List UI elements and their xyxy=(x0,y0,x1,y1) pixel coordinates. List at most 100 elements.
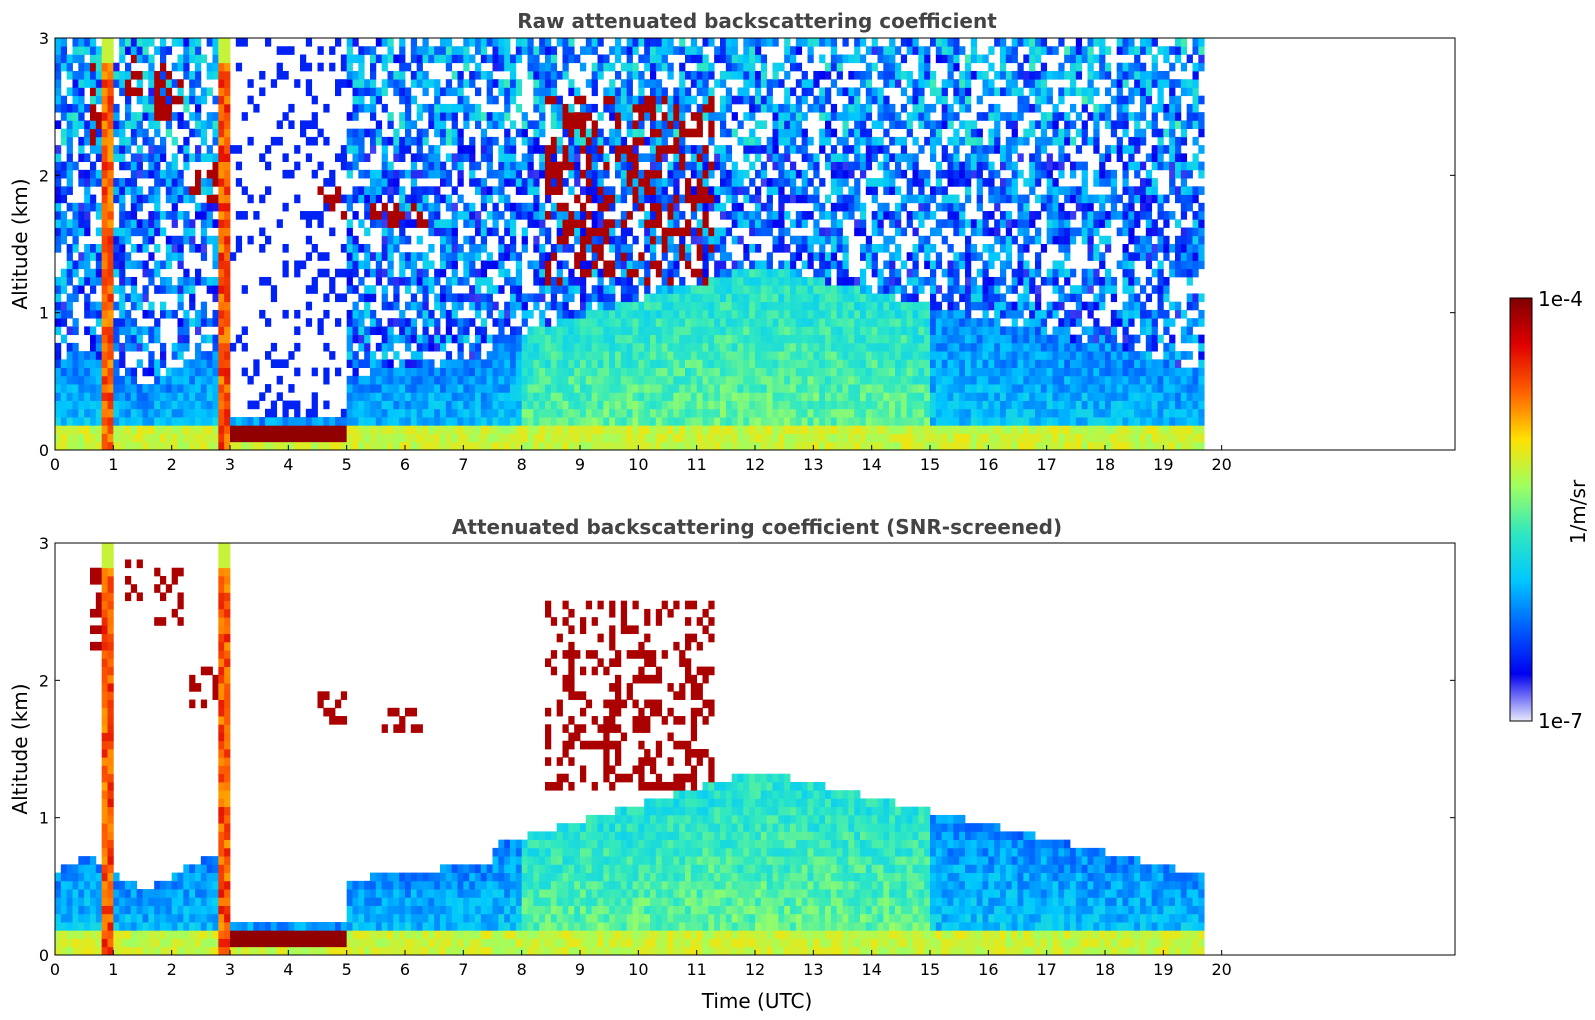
heatmap-cell xyxy=(650,95,657,105)
heatmap-cell xyxy=(667,342,674,352)
heatmap-cell xyxy=(685,87,692,97)
heatmap-cell xyxy=(690,392,698,401)
heatmap-cell xyxy=(451,375,458,385)
heatmap-cell xyxy=(463,276,470,286)
heatmap-cell xyxy=(148,112,155,121)
heatmap-cell xyxy=(154,161,161,171)
heatmap-cell xyxy=(119,392,126,401)
heatmap-cell xyxy=(644,79,651,88)
heatmap-cell xyxy=(609,268,616,278)
heatmap-cell xyxy=(515,417,523,426)
heatmap-cell xyxy=(84,219,91,228)
heatmap-cell xyxy=(760,309,768,319)
heatmap-cell xyxy=(119,153,126,162)
heatmap-cell xyxy=(685,219,692,228)
heatmap-cell xyxy=(475,46,482,55)
heatmap-cell xyxy=(632,202,639,212)
heatmap-cell xyxy=(655,400,663,410)
heatmap-cell xyxy=(405,120,412,130)
heatmap-cell xyxy=(515,285,523,294)
heatmap-cell xyxy=(125,235,132,245)
heatmap-cell xyxy=(842,252,849,261)
heatmap-cell xyxy=(84,70,91,80)
heatmap-cell xyxy=(55,145,62,154)
heatmap-cell xyxy=(830,417,838,426)
heatmap-cell xyxy=(212,433,219,443)
heatmap-cell xyxy=(235,441,243,451)
heatmap-cell xyxy=(597,194,604,204)
heatmap-cell xyxy=(685,318,692,327)
heatmap-cell xyxy=(200,417,208,426)
heatmap-cell xyxy=(708,244,715,253)
heatmap-cell xyxy=(387,186,394,195)
heatmap-cell xyxy=(825,128,832,138)
heatmap-cell xyxy=(177,441,184,451)
heatmap-cell xyxy=(795,375,803,385)
heatmap-cell xyxy=(655,326,663,336)
heatmap-cell xyxy=(550,285,558,294)
heatmap-cell xyxy=(696,268,703,278)
heatmap-cell xyxy=(784,145,791,154)
heatmap-cell xyxy=(66,260,73,270)
heatmap-cell xyxy=(778,408,785,418)
heatmap-cell xyxy=(685,186,692,195)
heatmap-cell xyxy=(720,285,727,294)
heatmap-cell xyxy=(650,103,657,113)
heatmap-cell xyxy=(381,211,388,220)
heatmap-cell xyxy=(113,227,120,237)
heatmap-cell xyxy=(743,375,750,385)
heatmap-cell xyxy=(142,326,149,336)
heatmap-cell xyxy=(836,285,843,294)
heatmap-cell xyxy=(282,417,289,426)
heatmap-cell xyxy=(463,120,470,130)
heatmap-cell xyxy=(480,384,488,393)
heatmap-cell xyxy=(405,441,412,451)
heatmap-cell xyxy=(90,128,97,138)
heatmap-cell xyxy=(720,161,727,171)
heatmap-cell xyxy=(527,186,534,195)
heatmap-cell xyxy=(603,186,610,195)
heatmap-cell xyxy=(556,112,563,121)
heatmap-cell xyxy=(183,367,190,377)
heatmap-cell xyxy=(498,334,505,344)
heatmap-cell xyxy=(475,309,482,319)
heatmap-cell xyxy=(772,441,779,451)
heatmap-cell xyxy=(790,417,797,426)
heatmap-cell xyxy=(848,441,855,451)
heatmap-cell xyxy=(224,268,231,278)
heatmap-cell xyxy=(107,301,114,311)
heatmap-cell xyxy=(615,136,622,146)
heatmap-cell xyxy=(766,326,773,336)
heatmap-cell xyxy=(480,400,488,410)
heatmap-cell xyxy=(457,244,464,253)
heatmap-cell xyxy=(206,219,213,228)
heatmap-cell xyxy=(475,161,482,171)
heatmap-cell xyxy=(329,351,336,360)
heatmap-cell xyxy=(78,367,85,377)
heatmap-cell xyxy=(113,367,120,377)
heatmap-cell xyxy=(720,244,727,253)
heatmap-cell xyxy=(597,342,604,352)
heatmap-cell xyxy=(405,342,412,352)
heatmap-cell xyxy=(189,441,196,451)
heatmap-cell xyxy=(101,301,108,311)
heatmap-cell xyxy=(486,408,493,418)
heatmap-cell xyxy=(842,342,849,352)
heatmap-cell xyxy=(556,400,563,410)
heatmap-cell xyxy=(200,276,208,286)
heatmap-cell xyxy=(154,441,161,451)
heatmap-cell xyxy=(626,268,633,278)
heatmap-cell xyxy=(720,103,727,113)
heatmap-cell xyxy=(865,62,873,72)
heatmap-cell xyxy=(101,433,108,443)
heatmap-cell xyxy=(615,351,622,360)
heatmap-cell xyxy=(195,95,202,105)
heatmap-cell xyxy=(142,103,149,113)
heatmap-cell xyxy=(784,400,791,410)
heatmap-cell xyxy=(171,194,178,204)
heatmap-cell xyxy=(475,62,482,72)
heatmap-cell xyxy=(165,425,173,434)
heatmap-cell xyxy=(72,285,79,294)
heatmap-cell xyxy=(370,103,377,113)
heatmap-cell xyxy=(655,95,663,105)
